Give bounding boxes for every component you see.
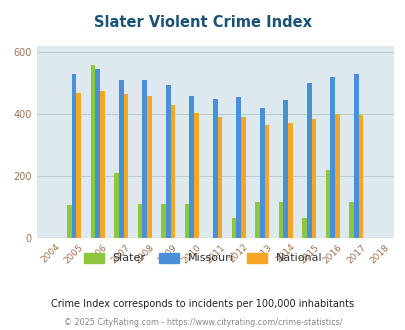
Bar xyxy=(119,80,123,238)
Bar xyxy=(100,91,104,238)
Bar xyxy=(217,117,222,238)
Bar xyxy=(254,202,259,238)
Bar xyxy=(184,204,189,238)
Bar xyxy=(283,100,287,238)
Bar xyxy=(147,96,151,238)
Bar xyxy=(170,105,175,238)
Bar xyxy=(114,173,119,238)
Bar xyxy=(189,96,194,238)
Bar xyxy=(278,202,283,238)
Bar xyxy=(264,125,269,238)
Bar xyxy=(194,113,198,238)
Bar xyxy=(311,119,315,238)
Bar xyxy=(348,202,353,238)
Bar xyxy=(90,65,95,238)
Bar xyxy=(301,217,306,238)
Bar xyxy=(137,204,142,238)
Bar xyxy=(259,108,264,238)
Bar xyxy=(334,114,339,238)
Bar xyxy=(67,205,72,238)
Bar xyxy=(353,74,358,238)
Bar xyxy=(123,94,128,238)
Text: Crime Index corresponds to incidents per 100,000 inhabitants: Crime Index corresponds to incidents per… xyxy=(51,299,354,309)
Bar xyxy=(161,204,165,238)
Bar xyxy=(76,92,81,238)
Bar xyxy=(330,77,334,238)
Bar xyxy=(241,117,245,238)
Text: © 2025 CityRating.com - https://www.cityrating.com/crime-statistics/: © 2025 CityRating.com - https://www.city… xyxy=(64,318,341,327)
Bar xyxy=(325,170,330,238)
Bar xyxy=(287,123,292,238)
Bar xyxy=(358,115,362,238)
Bar xyxy=(142,80,147,238)
Bar xyxy=(212,99,217,238)
Bar xyxy=(95,69,100,238)
Legend: Slater, Missouri, National: Slater, Missouri, National xyxy=(80,249,325,267)
Bar xyxy=(236,97,241,238)
Text: Slater Violent Crime Index: Slater Violent Crime Index xyxy=(94,15,311,30)
Bar xyxy=(231,217,236,238)
Bar xyxy=(306,83,311,238)
Bar xyxy=(165,85,170,238)
Bar xyxy=(72,74,76,238)
